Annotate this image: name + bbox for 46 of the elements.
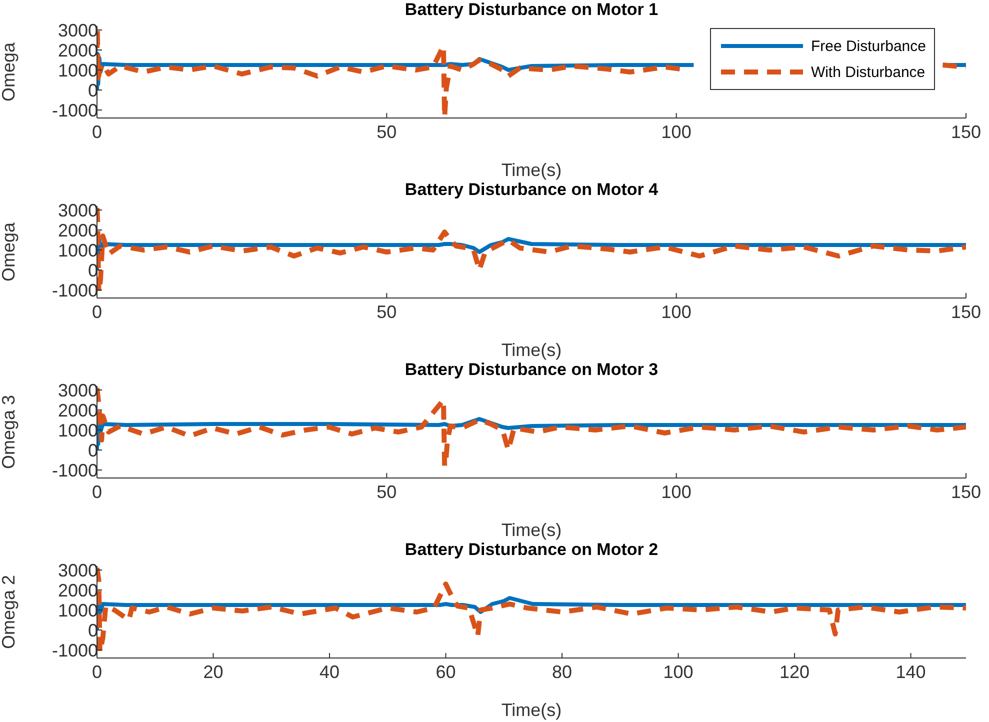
chart-title: Battery Disturbance on Motor 4 (404, 180, 660, 200)
x-tick-label: 60 (436, 662, 456, 682)
chart-title: Battery Disturbance on Motor 1 (404, 0, 660, 20)
chart-title: Battery Disturbance on Motor 3 (404, 360, 660, 380)
y-tick-label: 2000 (58, 220, 98, 240)
x-tick-label: 100 (661, 482, 692, 502)
y-axis-title: Omega (0, 222, 18, 282)
series-label: Free Disturbance (810, 38, 926, 54)
x-tick-label: 100 (663, 662, 694, 682)
y-tick-label: 3000 (58, 380, 98, 400)
y-tick-label: 1000 (58, 420, 98, 440)
y-tick-label: 2000 (58, 40, 98, 60)
y-tick-label: -1000 (52, 100, 98, 120)
x-tick-label: 150 (950, 122, 982, 142)
x-tick-label: 80 (552, 662, 572, 682)
x-tick-label: 50 (376, 302, 397, 322)
x-axis-title: Time(s) (501, 520, 562, 540)
x-tick-label: 40 (319, 662, 340, 682)
x-axis-title: Time(s) (501, 160, 562, 180)
x-tick-label: 100 (661, 122, 692, 142)
y-tick-label: 1000 (58, 240, 98, 260)
y-tick-label: -1000 (52, 640, 98, 660)
y-tick-label: 3000 (58, 200, 98, 220)
x-tick-label: 50 (376, 482, 397, 502)
y-axis-title: Omega 2 (0, 574, 18, 650)
y-tick-label: 1000 (58, 60, 98, 80)
x-tick-label: 140 (896, 662, 926, 682)
x-tick-label: 120 (780, 662, 810, 682)
x-tick-label: 150 (950, 302, 982, 322)
x-tick-label: 20 (203, 662, 224, 682)
x-tick-label: 50 (376, 122, 397, 142)
y-tick-label: -1000 (52, 460, 98, 480)
y-tick-label: 2000 (58, 400, 98, 420)
y-tick-label: 3000 (58, 20, 98, 40)
y-tick-label: 2000 (58, 580, 98, 600)
y-tick-label: 1000 (58, 600, 98, 620)
x-tick-label: 150 (950, 482, 982, 502)
y-axis-title: Omega 3 (0, 394, 18, 470)
x-tick-label: 100 (661, 302, 692, 322)
y-axis-title: Omega (0, 42, 18, 102)
x-axis-title: Time(s) (501, 700, 562, 720)
x-axis-title: Time(s) (501, 340, 562, 360)
y-tick-label: -1000 (52, 280, 98, 300)
series-label: With Disturbance (810, 64, 926, 80)
y-tick-label: 3000 (58, 560, 98, 580)
chart-title: Battery Disturbance on Motor 2 (404, 540, 660, 560)
